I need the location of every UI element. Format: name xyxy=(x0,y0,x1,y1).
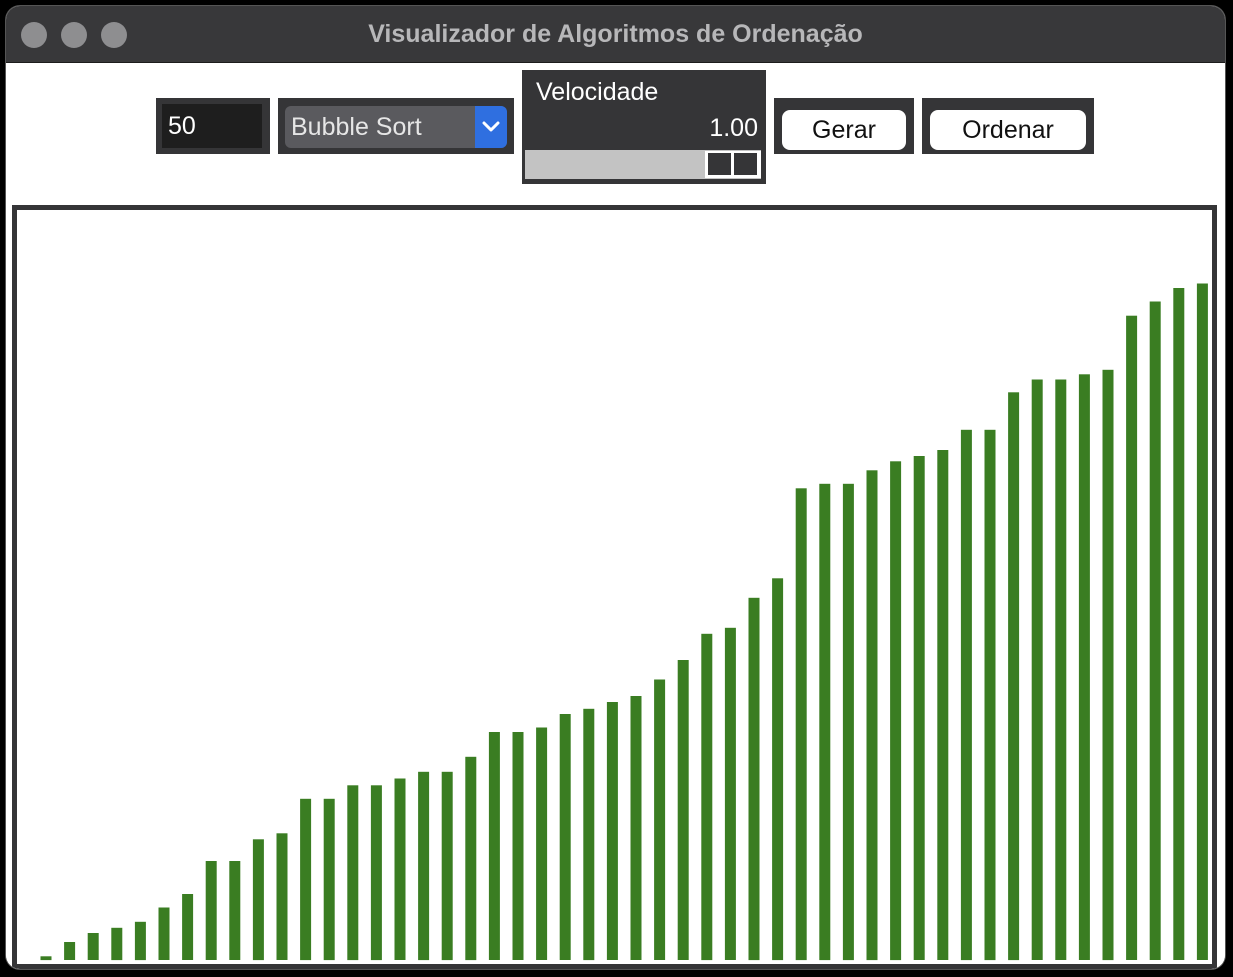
bar-22 xyxy=(536,727,548,960)
bar-29 xyxy=(701,633,713,961)
bar-18 xyxy=(441,771,453,961)
array-size-input[interactable] xyxy=(162,104,262,148)
bar-6 xyxy=(158,907,170,960)
main-content: Bubble Sort Velocidade 1.00 Gerar xyxy=(6,63,1225,969)
bar-39 xyxy=(937,450,949,960)
bar-9 xyxy=(229,861,241,960)
window-title: Visualizador de Algoritmos de Ordenação xyxy=(368,20,863,48)
bar-13 xyxy=(323,798,335,961)
bar-38 xyxy=(913,456,925,960)
close-window-button[interactable] xyxy=(21,22,47,48)
slider-grip-right xyxy=(734,153,757,175)
title-bar: Visualizador de Algoritmos de Ordenação xyxy=(6,6,1225,63)
sort-button-frame: Ordenar xyxy=(922,98,1094,154)
bar-19 xyxy=(465,756,477,961)
chevron-down-icon[interactable] xyxy=(475,106,507,148)
minimize-window-button[interactable] xyxy=(61,22,87,48)
bar-33 xyxy=(795,488,807,961)
bar-14 xyxy=(347,785,359,961)
bar-15 xyxy=(370,785,382,961)
bar-17 xyxy=(418,771,430,961)
bar-21 xyxy=(512,732,524,960)
bar-26 xyxy=(630,696,642,960)
bar-5 xyxy=(134,921,146,961)
generate-button-frame: Gerar xyxy=(774,98,914,154)
speed-scale: Velocidade 1.00 xyxy=(522,70,766,184)
bar-3 xyxy=(87,933,99,960)
bar-4 xyxy=(111,927,123,961)
bar-49 xyxy=(1173,288,1185,960)
bar-canvas xyxy=(12,205,1217,969)
algorithm-dropdown[interactable]: Bubble Sort xyxy=(285,106,507,148)
bar-45 xyxy=(1078,374,1090,960)
algorithm-selected-label: Bubble Sort xyxy=(291,113,422,141)
bar-8 xyxy=(205,861,217,960)
sort-button[interactable]: Ordenar xyxy=(930,110,1086,150)
bar-10 xyxy=(252,839,264,961)
bar-48 xyxy=(1149,301,1161,960)
bar-2 xyxy=(64,942,76,960)
bar-47 xyxy=(1126,315,1138,960)
bar-31 xyxy=(748,597,760,961)
bar-37 xyxy=(890,461,902,961)
size-field-frame xyxy=(156,98,270,154)
bar-40 xyxy=(960,429,972,961)
bar-11 xyxy=(276,833,288,960)
bar-27 xyxy=(654,679,666,960)
bar-35 xyxy=(842,483,854,961)
bar-28 xyxy=(677,660,689,960)
bar-chart xyxy=(40,283,1208,961)
app-window: Visualizador de Algoritmos de Ordenação … xyxy=(6,6,1225,969)
bar-50 xyxy=(1196,283,1208,960)
bar-7 xyxy=(182,894,194,960)
bar-23 xyxy=(559,714,571,960)
generate-button[interactable]: Gerar xyxy=(782,110,906,150)
bar-44 xyxy=(1055,379,1067,960)
bar-12 xyxy=(300,798,312,961)
bar-46 xyxy=(1102,369,1114,961)
bar-20 xyxy=(488,732,500,960)
bar-32 xyxy=(772,578,784,961)
zoom-window-button[interactable] xyxy=(101,22,127,48)
bar-42 xyxy=(1008,392,1020,961)
bar-41 xyxy=(984,429,996,961)
bar-25 xyxy=(606,702,618,960)
speed-slider-track[interactable] xyxy=(525,150,761,179)
speed-slider-thumb[interactable] xyxy=(705,151,761,178)
bar-16 xyxy=(394,778,406,960)
slider-grip-left xyxy=(708,153,731,175)
bar-43 xyxy=(1031,379,1043,960)
bar-24 xyxy=(583,708,595,961)
bar-1 xyxy=(40,956,52,961)
algorithm-dropdown-frame: Bubble Sort xyxy=(278,98,514,154)
bar-36 xyxy=(866,470,878,961)
bar-30 xyxy=(724,627,736,960)
speed-label: Velocidade xyxy=(536,78,659,106)
bar-34 xyxy=(819,483,831,961)
speed-value: 1.00 xyxy=(709,114,758,142)
